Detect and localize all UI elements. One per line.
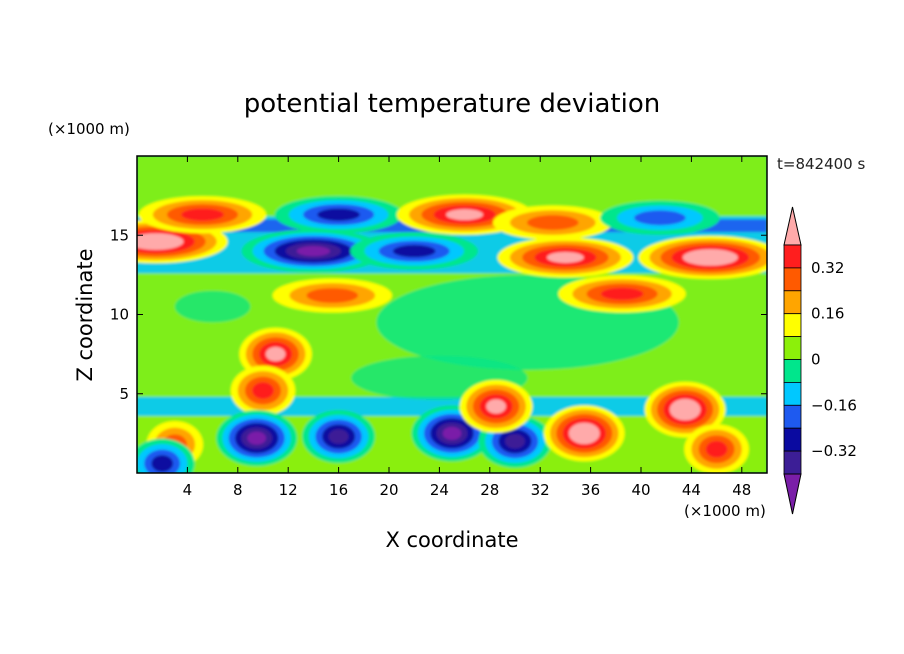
colorbar-extend-top xyxy=(783,206,802,246)
x-tick-label: 44 xyxy=(682,481,701,499)
contour-feature-6 xyxy=(296,246,330,257)
contour-features xyxy=(137,194,767,473)
contour-feature-15 xyxy=(328,429,349,444)
contour-feature-7 xyxy=(392,244,436,258)
x-tick-label: 12 xyxy=(279,481,298,499)
y-axis-ticks: 5 10 15 xyxy=(110,226,767,403)
colorbar-segment xyxy=(783,244,802,269)
y-axis-label: Z coordinate xyxy=(73,248,97,381)
contour-feature-2 xyxy=(317,208,360,221)
x-tick-label: 8 xyxy=(233,481,243,499)
contour-feature-20 xyxy=(675,403,695,417)
colorbar-extend-bottom xyxy=(783,473,802,515)
contour-feature-5 xyxy=(634,210,686,226)
contour-feature-10 xyxy=(600,287,644,301)
contour-feature-14 xyxy=(247,431,266,445)
contour-feature-4 xyxy=(527,215,579,230)
contour-feature-3 xyxy=(446,209,484,221)
colorbar-segment xyxy=(783,404,802,429)
colorbar-label: −0.32 xyxy=(811,442,857,460)
colorbar-label: 0.16 xyxy=(811,305,844,323)
y-tick-label: 5 xyxy=(119,385,129,403)
contour-feature-12 xyxy=(265,346,286,362)
chart-title: potential temperature deviation xyxy=(244,89,660,119)
plot-area xyxy=(137,156,767,473)
x-tick-label: 48 xyxy=(732,481,751,499)
x-tick-label: 36 xyxy=(581,481,600,499)
x-axis-ticks: 4 8 12 16 20 24 28 32 36 40 44 48 xyxy=(183,156,751,499)
contour-feature-19 xyxy=(486,399,506,414)
contour-fill xyxy=(137,156,767,473)
contour-feature-9 xyxy=(693,252,727,263)
colorbar: 0.32 0.16 0 −0.16 −0.32 xyxy=(783,206,857,515)
time-label: t=842400 s xyxy=(777,155,865,173)
x-unit-label: (×1000 m) xyxy=(684,502,766,520)
colorbar-segment xyxy=(783,313,802,338)
colorbar-segment xyxy=(783,267,802,292)
colorbar-segment xyxy=(783,381,802,406)
y-tick-label: 15 xyxy=(110,226,129,244)
y-tick-label: 10 xyxy=(110,306,129,324)
x-axis-label: X coordinate xyxy=(385,528,518,552)
colorbar-segment xyxy=(783,359,802,383)
colorbar-segment xyxy=(783,336,802,360)
contour-feature-16 xyxy=(442,426,462,440)
contour-feature-11 xyxy=(306,288,358,303)
x-tick-label: 16 xyxy=(329,481,348,499)
colorbar-label: −0.16 xyxy=(811,396,857,414)
contour-feature-23 xyxy=(151,455,173,472)
colorbar-label: 0.32 xyxy=(811,259,844,277)
contour-feature-18 xyxy=(575,426,594,440)
contour-feature-1 xyxy=(181,208,224,221)
colorbar-segment xyxy=(783,290,802,315)
x-tick-label: 28 xyxy=(480,481,499,499)
contour-feature-8 xyxy=(546,251,584,263)
contour-feature-0 xyxy=(139,236,173,247)
y-unit-label: (×1000 m) xyxy=(48,120,130,138)
contour-feature-22 xyxy=(705,440,728,458)
colorbar-segment xyxy=(783,427,802,452)
colorbar-segment xyxy=(783,450,802,475)
x-tick-label: 32 xyxy=(531,481,550,499)
x-tick-label: 40 xyxy=(631,481,650,499)
contour-feature-17 xyxy=(505,434,525,449)
x-tick-label: 20 xyxy=(379,481,398,499)
x-tick-label: 4 xyxy=(183,481,193,499)
contour-feature-13 xyxy=(252,382,274,399)
x-tick-label: 24 xyxy=(430,481,449,499)
colorbar-label: 0 xyxy=(811,351,821,369)
